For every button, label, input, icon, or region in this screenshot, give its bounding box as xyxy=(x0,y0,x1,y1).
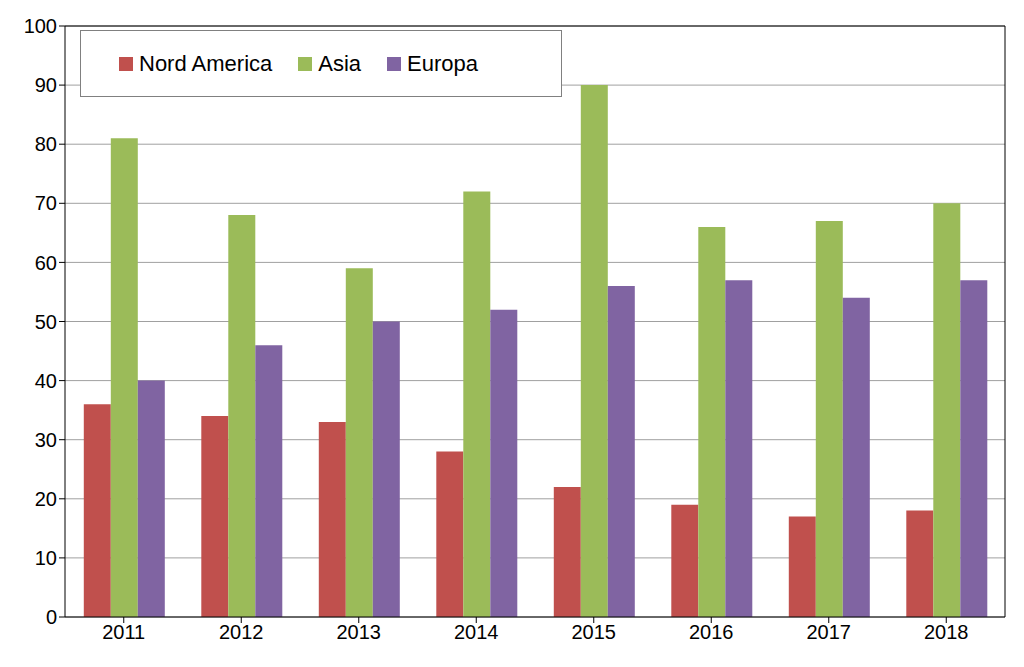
html-text:Asia: Asia xyxy=(318,50,362,76)
svg-text:80: 80 xyxy=(35,133,57,155)
svg-text:2011: 2011 xyxy=(102,621,145,643)
svg-text:100: 100 xyxy=(24,15,57,37)
svg-text:70: 70 xyxy=(35,192,57,214)
svg-text:2014: 2014 xyxy=(454,621,499,643)
svg-text:50: 50 xyxy=(35,311,57,333)
html-text:Europa: Europa xyxy=(407,50,478,76)
svg-text:2018: 2018 xyxy=(924,621,969,643)
svg-text:2012: 2012 xyxy=(219,621,264,643)
svg-text:2013: 2013 xyxy=(337,621,382,643)
svg-text:2016: 2016 xyxy=(689,621,734,643)
svg-text:40: 40 xyxy=(35,370,57,392)
svg-text:90: 90 xyxy=(35,74,57,96)
svg-text:2017: 2017 xyxy=(807,621,852,643)
svg-text:60: 60 xyxy=(35,252,57,274)
svg-text:2015: 2015 xyxy=(572,621,617,643)
html-text:Nord America: Nord America xyxy=(139,50,273,76)
svg-text:30: 30 xyxy=(35,429,57,451)
svg-text:10: 10 xyxy=(35,547,57,569)
svg-text:0: 0 xyxy=(46,606,57,628)
svg-text:20: 20 xyxy=(35,488,57,510)
